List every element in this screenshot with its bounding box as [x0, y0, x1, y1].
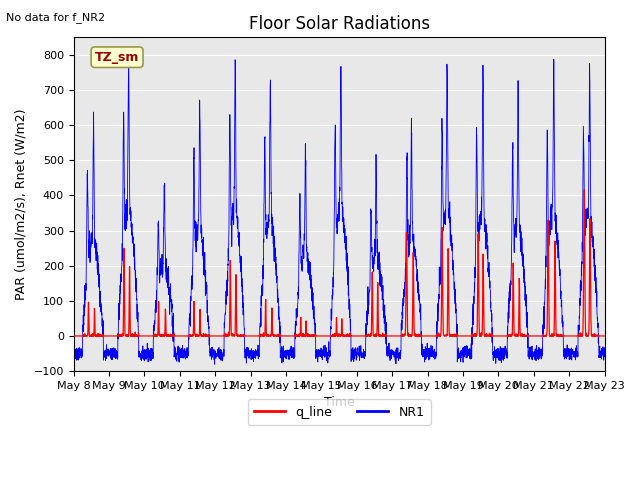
NR1 [550, 130, 558, 135]
q_line [218, 333, 226, 339]
Text: No data for f_NR2: No data for f_NR2 [6, 12, 106, 23]
NR1 [218, 354, 226, 360]
NR1 [125, 45, 132, 50]
NR1 [211, 361, 218, 367]
Legend: q_line, NR1: q_line, NR1 [248, 399, 431, 425]
q_line [184, 333, 191, 339]
NR1 [184, 355, 191, 361]
q_line [391, 333, 399, 339]
Line: NR1: NR1 [74, 48, 604, 364]
q_line [600, 333, 608, 339]
Text: TZ_sm: TZ_sm [95, 51, 140, 64]
Line: q_line: q_line [74, 190, 604, 336]
NR1 [70, 351, 77, 357]
q_line [600, 333, 608, 339]
q_line [550, 332, 558, 338]
NR1 [401, 293, 408, 299]
NR1 [391, 353, 399, 359]
q_line [580, 187, 588, 192]
q_line [70, 333, 77, 339]
X-axis label: Time: Time [324, 396, 355, 409]
NR1 [600, 354, 608, 360]
NR1 [600, 348, 608, 354]
Y-axis label: PAR (umol/m2/s), Rnet (W/m2): PAR (umol/m2/s), Rnet (W/m2) [15, 108, 28, 300]
Title: Floor Solar Radiations: Floor Solar Radiations [248, 15, 429, 33]
q_line [400, 333, 408, 339]
